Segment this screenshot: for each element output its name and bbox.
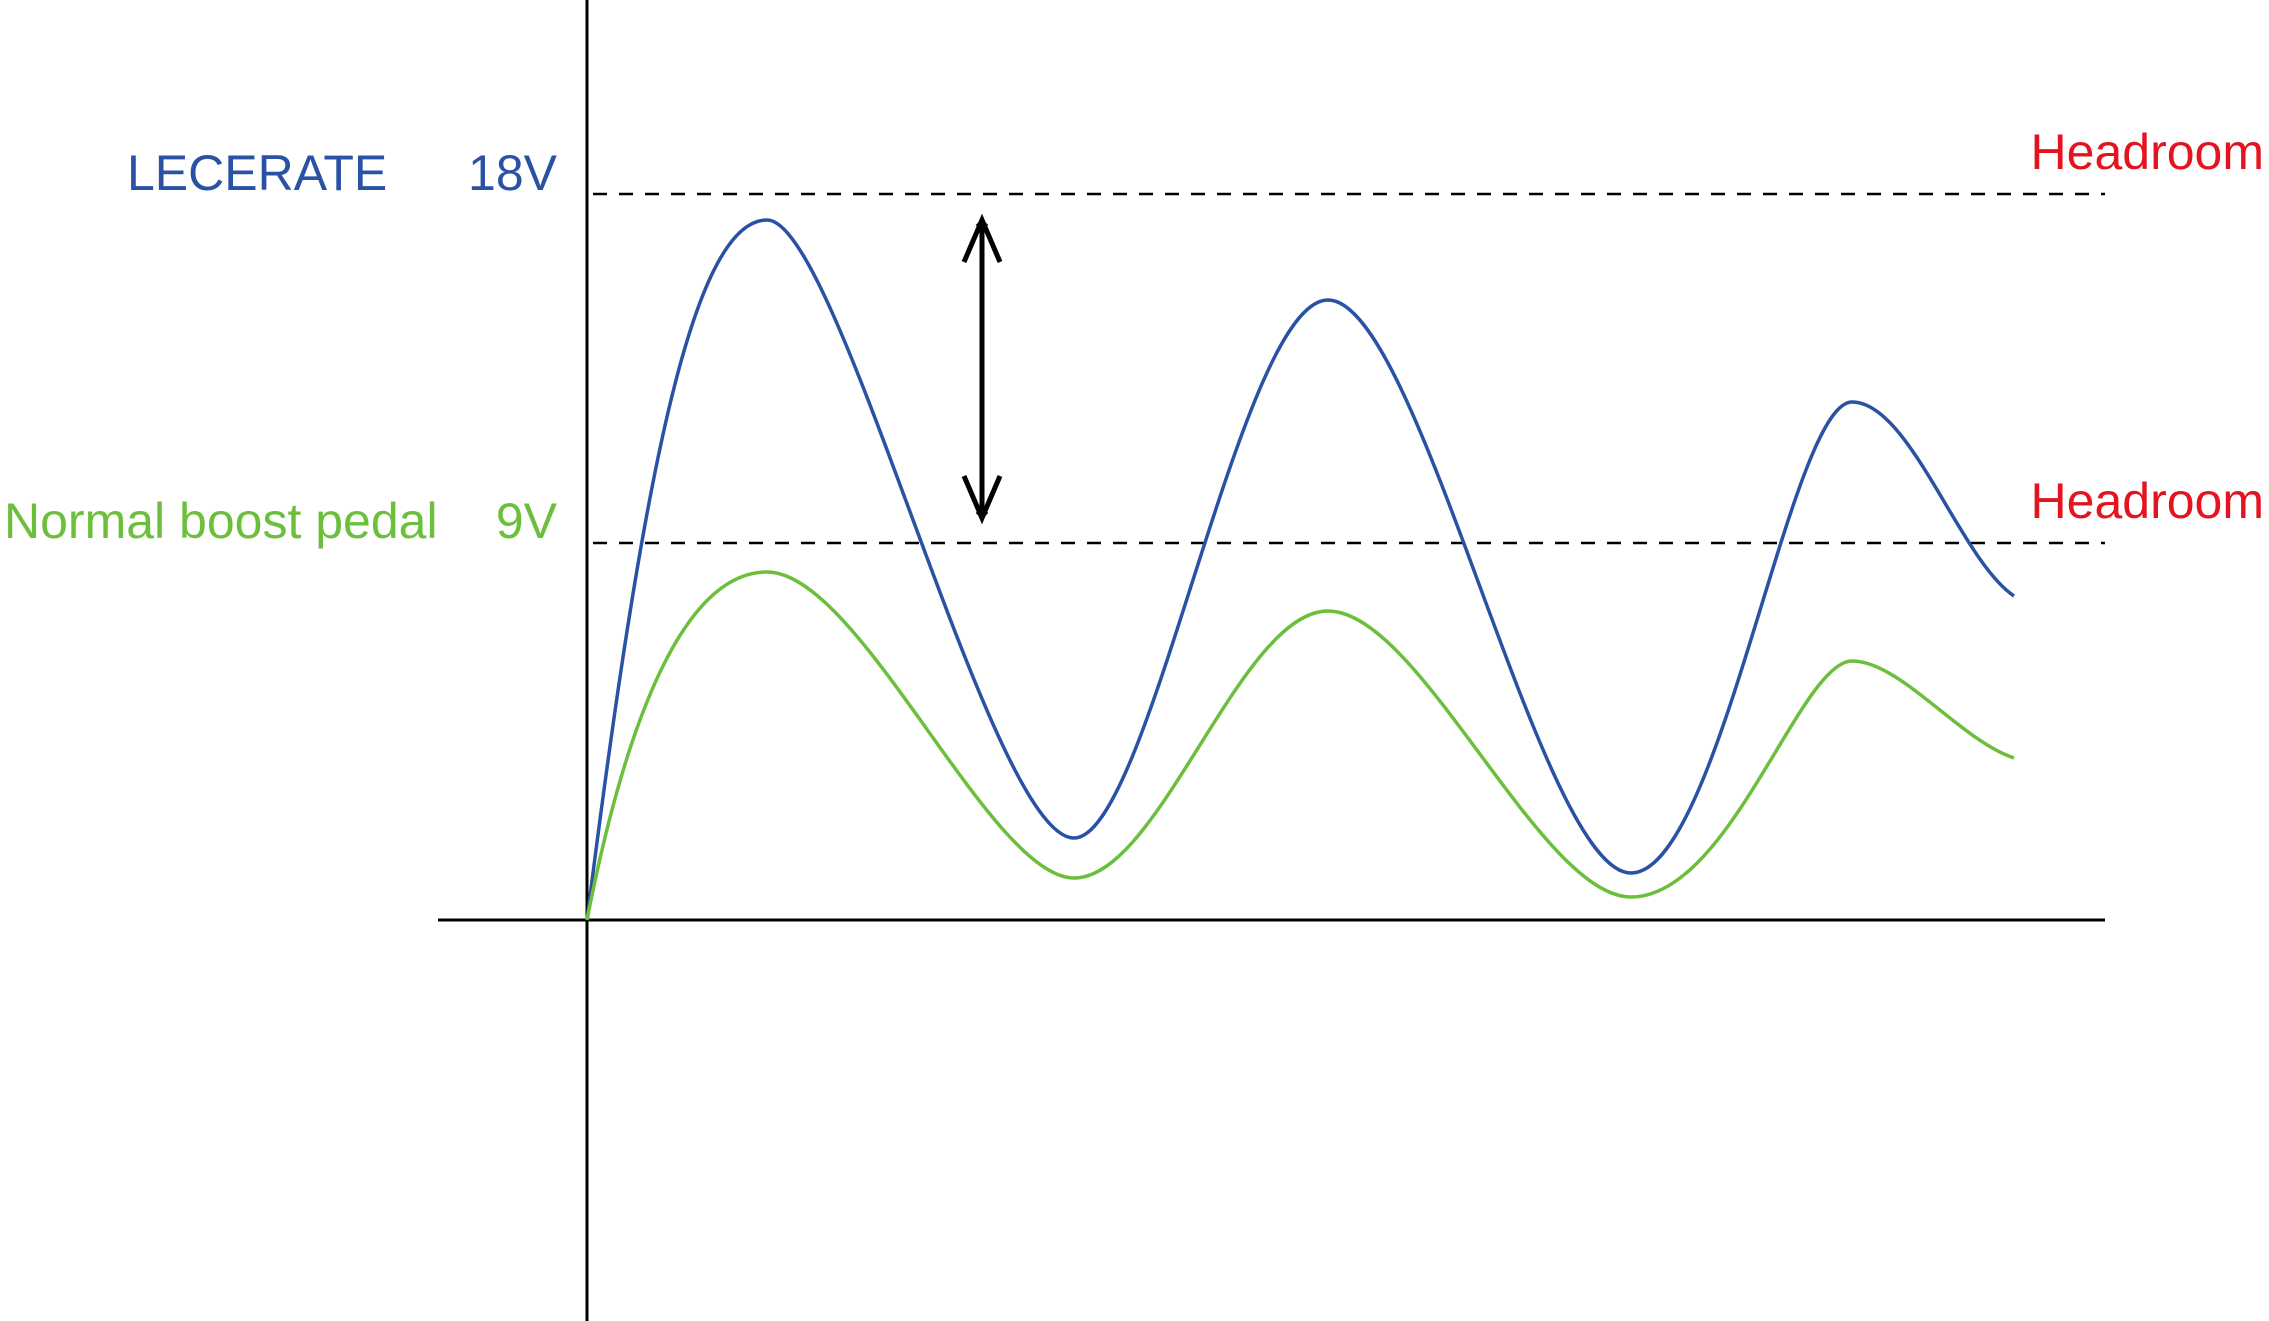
level-name: LECERATE <box>127 145 387 201</box>
green-wave <box>585 570 2015 921</box>
level-name: Normal boost pedal <box>4 493 438 549</box>
headroom-label: Headroom <box>2031 124 2264 180</box>
blue-wave <box>585 218 2015 921</box>
arrow-heads <box>961 213 1003 525</box>
headroom-label: Headroom <box>2031 473 2264 529</box>
level-voltage: 18V <box>468 145 558 201</box>
level-voltage: 9V <box>496 493 558 549</box>
